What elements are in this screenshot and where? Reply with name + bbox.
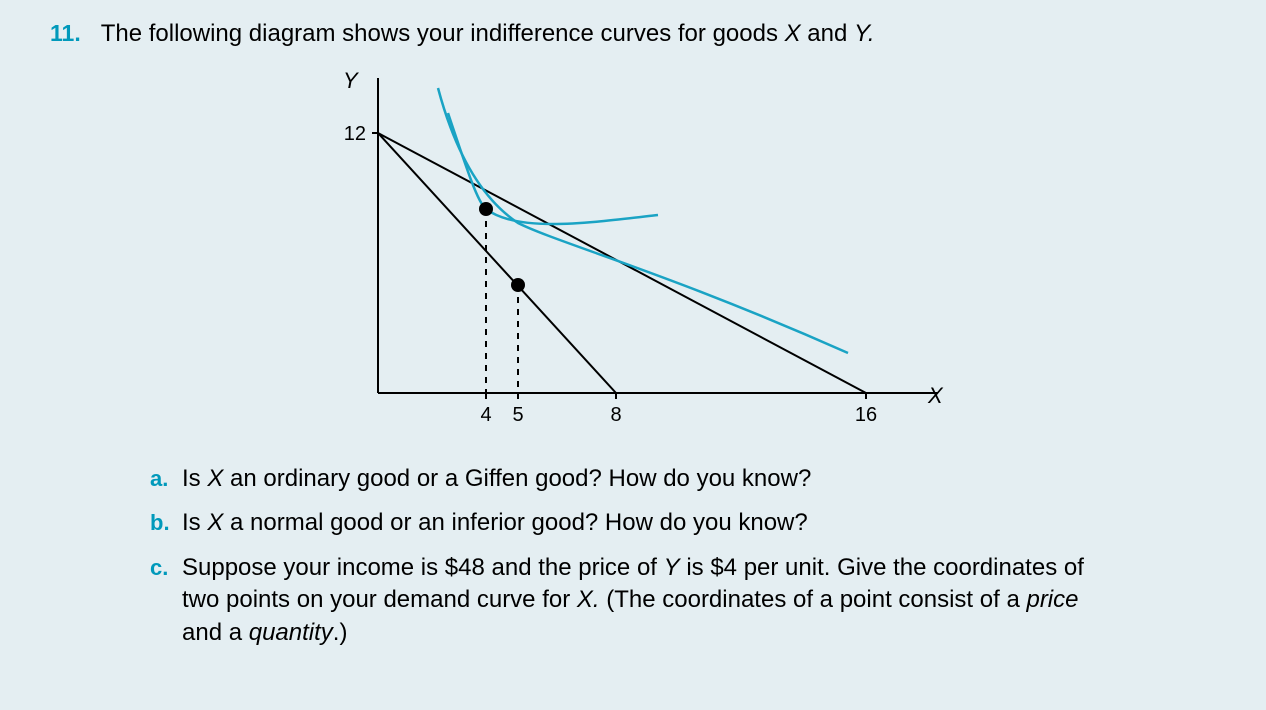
sub-text-b: Is X a normal good or an inferior good? … — [182, 507, 808, 539]
svg-text:X: X — [927, 383, 944, 408]
sub-questions: a. Is X an ordinary good or a Giffen goo… — [150, 463, 1116, 649]
svg-text:12: 12 — [344, 123, 366, 145]
sub-item-a: a. Is X an ordinary good or a Giffen goo… — [150, 463, 1116, 495]
sub-label-b: b. — [150, 510, 172, 536]
q-text-pre: The following diagram shows your indiffe… — [101, 20, 785, 47]
svg-text:8: 8 — [610, 404, 621, 426]
sub-label-c: c. — [150, 555, 172, 581]
svg-text:Y: Y — [343, 68, 359, 93]
q-text-x: X — [785, 20, 801, 47]
q-text-y: Y. — [854, 20, 874, 47]
chart-container: 12 45 8 16 Y X — [50, 63, 1216, 443]
svg-text:4: 4 — [480, 404, 491, 426]
sub-label-a: a. — [150, 466, 172, 492]
indifference-curve-chart: 12 45 8 16 Y X — [308, 63, 958, 443]
sub-text-a: Is X an ordinary good or a Giffen good? … — [182, 463, 811, 495]
sub-item-c: c. Suppose your income is $48 and the pr… — [150, 552, 1116, 649]
question-number: 11. — [50, 20, 81, 47]
question-header: 11. The following diagram shows your ind… — [50, 20, 1216, 48]
svg-text:16: 16 — [855, 404, 877, 426]
question-text: The following diagram shows your indiffe… — [101, 20, 875, 48]
q-text-mid: and — [801, 20, 854, 47]
svg-text:5: 5 — [512, 404, 523, 426]
sub-text-c: Suppose your income is $48 and the price… — [182, 552, 1116, 649]
sub-item-b: b. Is X a normal good or an inferior goo… — [150, 507, 1116, 539]
